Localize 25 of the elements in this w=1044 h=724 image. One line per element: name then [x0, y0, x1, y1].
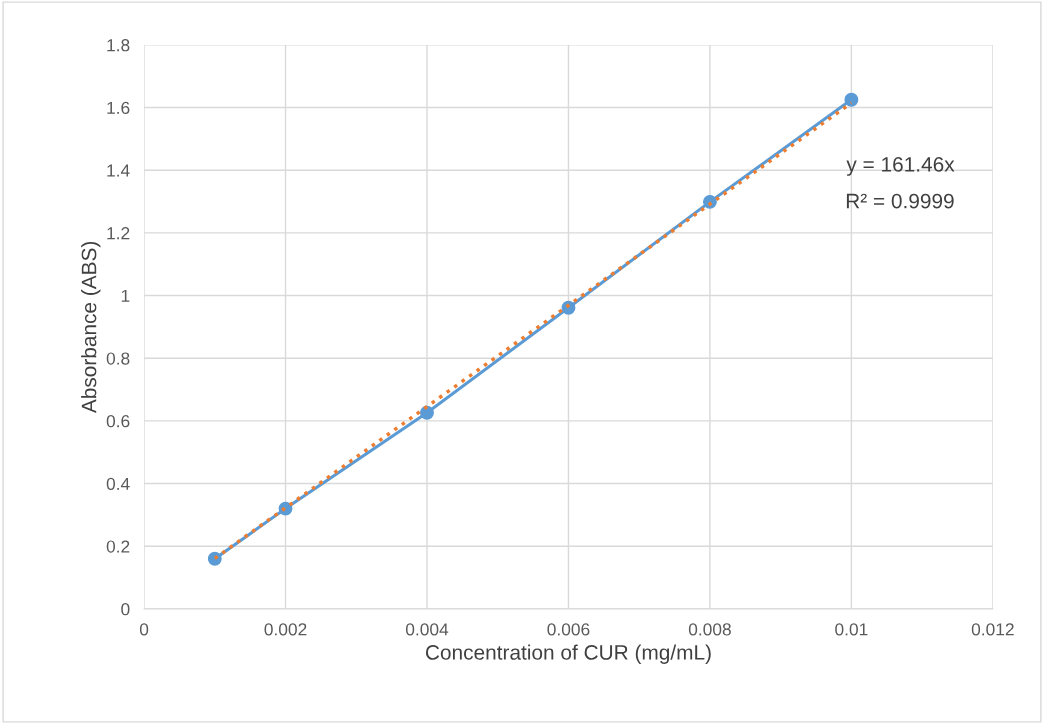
y-tick-label: 1.2 [107, 227, 130, 240]
x-tick-label: 0.01 [835, 623, 868, 636]
y-tick-label: 0.4 [106, 477, 130, 491]
annotation: R² = 0.9999 [846, 193, 954, 209]
y-axis-title: Absorbance (ABS) [81, 241, 101, 414]
point [207, 551, 222, 566]
x-tick-label: 0.012 [971, 623, 1014, 636]
x-tick-label: 0.006 [547, 623, 590, 636]
x-tick-label: 0.004 [405, 623, 449, 636]
annotation: y = 161.46x [846, 156, 955, 176]
y-tick-label: 1.4 [107, 164, 130, 177]
y-tick-label: 0.6 [106, 415, 130, 428]
y-tick-label: 1 [121, 289, 130, 302]
y-tick-label: 1.8 [107, 39, 130, 52]
point [844, 92, 859, 107]
y-tick-label: 1.6 [107, 101, 130, 115]
y-tick-label: 0.8 [106, 352, 130, 365]
x-tick-label: 0.002 [264, 623, 307, 636]
point [702, 194, 717, 209]
x-tick-label: 0 [139, 623, 149, 636]
x-tick-label: 0.008 [688, 623, 731, 636]
y-tick-label: 0 [121, 603, 130, 616]
y-tick-label: 0.2 [106, 540, 130, 553]
x-axis-title: Concentration of CUR (mg/mL) [425, 644, 711, 664]
point [420, 405, 434, 420]
